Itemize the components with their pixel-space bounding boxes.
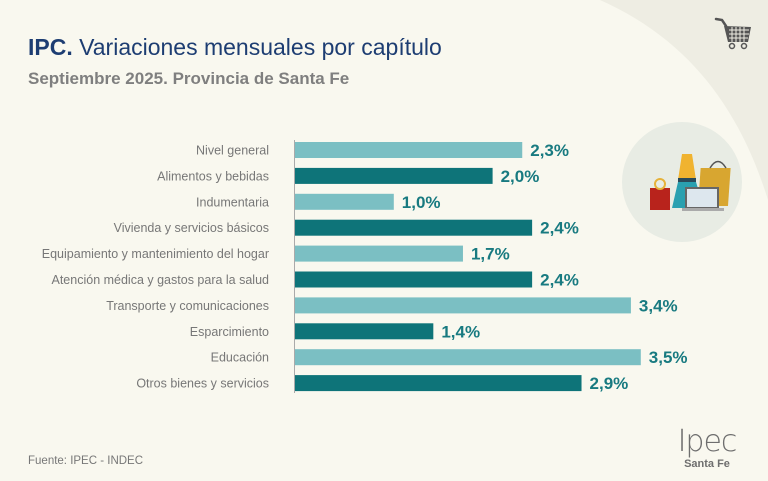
logo-subtitle: Santa Fe xyxy=(684,458,730,470)
value-label: 2,9% xyxy=(590,374,629,393)
bar xyxy=(295,219,533,236)
value-label: 2,0% xyxy=(501,167,540,186)
category-label: Esparcimiento xyxy=(190,325,269,339)
value-label: 1,7% xyxy=(471,245,510,264)
category-label: Educación xyxy=(211,351,269,365)
category-label: Transporte y comunicaciones xyxy=(106,299,269,313)
bar xyxy=(295,271,533,288)
bar xyxy=(295,323,434,340)
bar xyxy=(295,167,493,184)
bar xyxy=(295,142,523,158)
category-label: Alimentos y bebidas xyxy=(157,169,269,183)
title-bold: IPC. xyxy=(28,34,73,60)
subtitle-bold: Septiembre 2025. xyxy=(28,69,168,88)
bars-layer: Nivel general 2,3% Alimentos y bebidas 2,0%… xyxy=(42,141,688,393)
value-label: 3,4% xyxy=(639,296,678,315)
value-label: 2,4% xyxy=(540,219,579,238)
ipec-logo: Ipec Santa Fe xyxy=(667,424,747,471)
bar xyxy=(295,349,641,366)
shopping-cart-icon xyxy=(714,17,751,50)
title-rest: Variaciones mensuales por capítulo xyxy=(72,34,442,60)
category-label: Vivienda y servicios básicos xyxy=(114,221,269,235)
value-label: 1,0% xyxy=(402,193,441,212)
subtitle-rest: Provincia de Santa Fe xyxy=(167,69,350,88)
category-label: Atención médica y gastos para la salud xyxy=(52,273,270,287)
category-label: Otros bienes y servicios xyxy=(136,377,269,391)
chart-subtitle: Septiembre 2025. Provincia de Santa Fe xyxy=(28,69,349,89)
bar xyxy=(295,245,463,262)
value-label: 2,4% xyxy=(540,271,579,290)
bar xyxy=(295,375,582,392)
bar xyxy=(295,193,394,210)
category-label: Indumentaria xyxy=(196,195,269,209)
chart-title: IPC. Variaciones mensuales por capítulo xyxy=(28,34,442,61)
bar xyxy=(295,297,631,314)
value-label: 2,3% xyxy=(530,141,569,160)
category-label: Nivel general xyxy=(196,144,269,158)
value-label: 3,5% xyxy=(649,348,688,367)
category-label: Equipamiento y mantenimiento del hogar xyxy=(42,247,269,261)
source-note: Fuente: IPEC - INDEC xyxy=(28,455,144,467)
logo-wordmark: Ipec xyxy=(677,424,738,459)
value-label: 1,4% xyxy=(441,322,480,341)
shopping-illustration xyxy=(622,122,742,242)
